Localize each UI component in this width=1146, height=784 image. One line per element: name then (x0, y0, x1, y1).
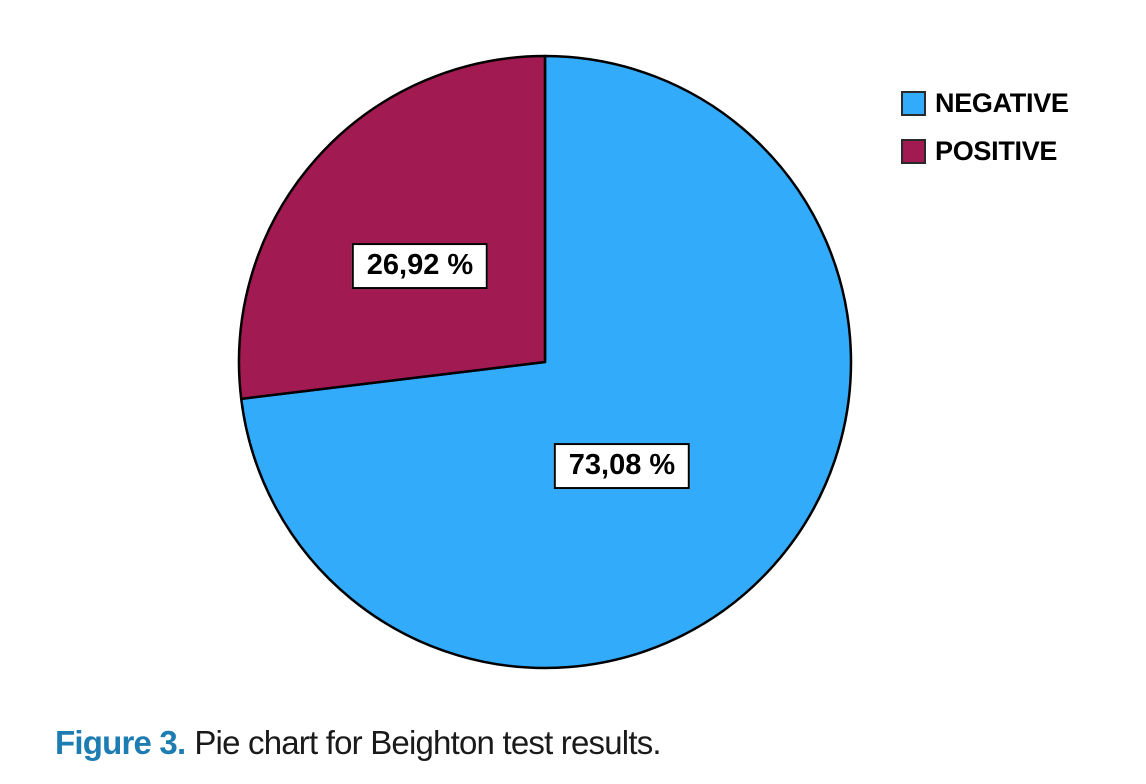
slice-label-negative: 73,08 % (553, 443, 691, 489)
legend-item-negative: NEGATIVE (901, 87, 1069, 118)
legend-item-positive: POSITIVE (901, 135, 1069, 166)
slice-label-positive: 26,92 % (351, 243, 489, 289)
pie-slice-positive (237, 54, 547, 401)
legend-swatch-negative (901, 90, 926, 116)
caption-text: Pie chart for Beighton test results. (194, 724, 661, 761)
legend-swatch-positive (901, 138, 926, 164)
legend-label-positive: POSITIVE (935, 135, 1058, 166)
legend-label-negative: NEGATIVE (935, 87, 1069, 118)
caption-prefix: Figure 3. (55, 724, 186, 761)
chart-legend: NEGATIVE POSITIVE (901, 87, 1069, 186)
figure-caption: Figure 3. Pie chart for Beighton test res… (55, 724, 662, 762)
